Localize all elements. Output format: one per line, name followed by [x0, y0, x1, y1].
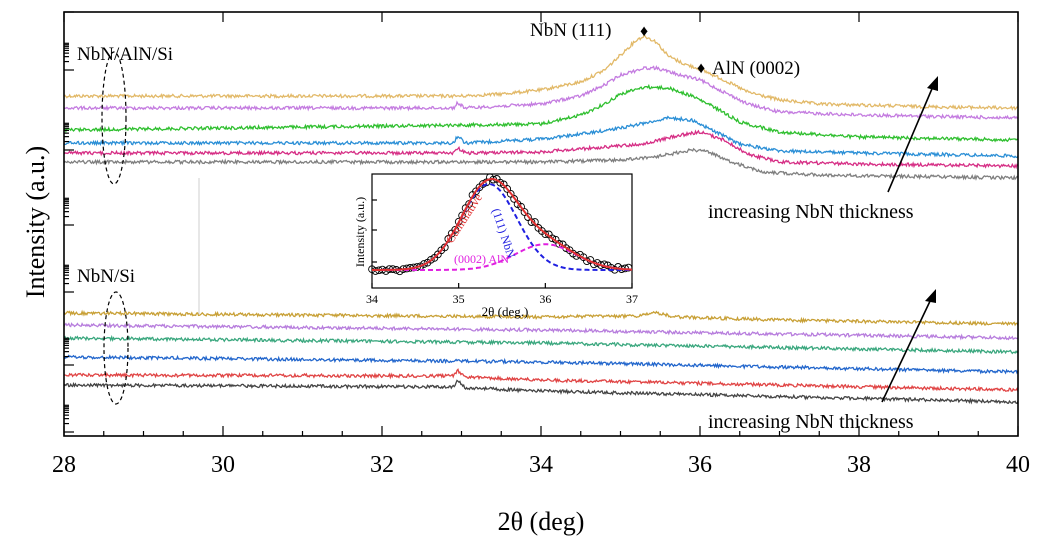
inset-data-point — [541, 230, 550, 239]
series-layer — [63, 34, 1019, 405]
inset-data-point — [548, 234, 557, 243]
series-line-nbn-si-3 — [63, 334, 1019, 355]
inset-cumulative-fit — [372, 177, 633, 271]
series-line-nbn-aln-si-2 — [63, 65, 1019, 120]
inset-x-axis-label: 2θ (deg.) — [482, 304, 529, 319]
series-line-nbn-si-6 — [63, 379, 1019, 405]
aln-peak-diamond: ♦ — [697, 60, 705, 77]
group-label-top: NbN/AlN/Si — [77, 44, 173, 65]
x-tick-label: 28 — [52, 452, 76, 478]
x-axis-label: 2θ (deg) — [498, 507, 585, 536]
inset-x-tick-label: 35 — [453, 292, 465, 306]
inset-aln-label: (0002) AlN — [454, 252, 509, 266]
series-line-nbn-si-4 — [63, 354, 1019, 375]
series-line-nbn-aln-si-1 — [63, 34, 1019, 111]
x-tick-label: 30 — [211, 452, 235, 478]
inset-data-point — [458, 211, 466, 220]
inset-data-point — [520, 208, 529, 216]
arrow-bottom — [881, 296, 933, 403]
arrow-top-label: increasing NbN thickness — [708, 201, 914, 223]
inset-chart: 34 35 36 37 2θ (deg.) Intensity (a.u.) Cumu… — [198, 173, 638, 319]
inset-data-point — [517, 202, 525, 211]
inset-x-ticks: 34 35 36 37 — [366, 199, 638, 306]
inset-data-point — [420, 260, 428, 268]
series-line-nbn-si-1 — [63, 309, 1019, 327]
x-tick-label: 36 — [688, 452, 712, 478]
x-ticks: 28 30 32 34 36 38 40 — [52, 12, 1030, 478]
arrow-top-head — [927, 76, 938, 91]
aln-peak-label: AlN (0002) — [712, 58, 800, 79]
series-line-nbn-aln-si-4 — [63, 115, 1019, 159]
group-top-ellipse — [101, 51, 127, 185]
inset-data-point — [451, 225, 460, 234]
series-line-nbn-aln-si-6 — [63, 147, 1019, 181]
inset-data-point — [531, 218, 539, 226]
x-tick-label: 34 — [529, 452, 553, 478]
x-tick-label: 32 — [370, 452, 394, 478]
group-bottom-ellipse — [103, 291, 129, 405]
inset-layer — [368, 173, 633, 276]
x-tick-label: 38 — [847, 452, 871, 478]
inset-x-tick-label: 36 — [539, 292, 551, 306]
arrow-bottom-label: increasing NbN thickness — [708, 411, 914, 433]
series-line-nbn-si-5 — [63, 368, 1019, 393]
inset-x-tick-label: 37 — [626, 292, 638, 306]
x-tick-label: 40 — [1006, 452, 1030, 478]
nbn-peak-diamond: ♦ — [640, 23, 648, 40]
group-label-bottom: NbN/Si — [77, 266, 135, 287]
inset-data-point — [510, 195, 518, 203]
nbn-peak-label: NbN (111) — [530, 20, 611, 41]
inset-y-axis-label: Intensity (a.u.) — [353, 197, 367, 267]
y-axis-label: Intensity (a.u.) — [21, 146, 50, 298]
series-line-nbn-aln-si-5 — [63, 129, 1019, 170]
inset-data-point — [454, 217, 463, 226]
series-line-nbn-aln-si-3 — [63, 83, 1019, 143]
series-line-nbn-si-2 — [63, 321, 1019, 341]
arrow-bottom-head — [925, 289, 936, 303]
arrow-top — [887, 83, 935, 193]
inset-x-tick-label: 34 — [366, 292, 378, 306]
y-ticks — [64, 11, 74, 433]
